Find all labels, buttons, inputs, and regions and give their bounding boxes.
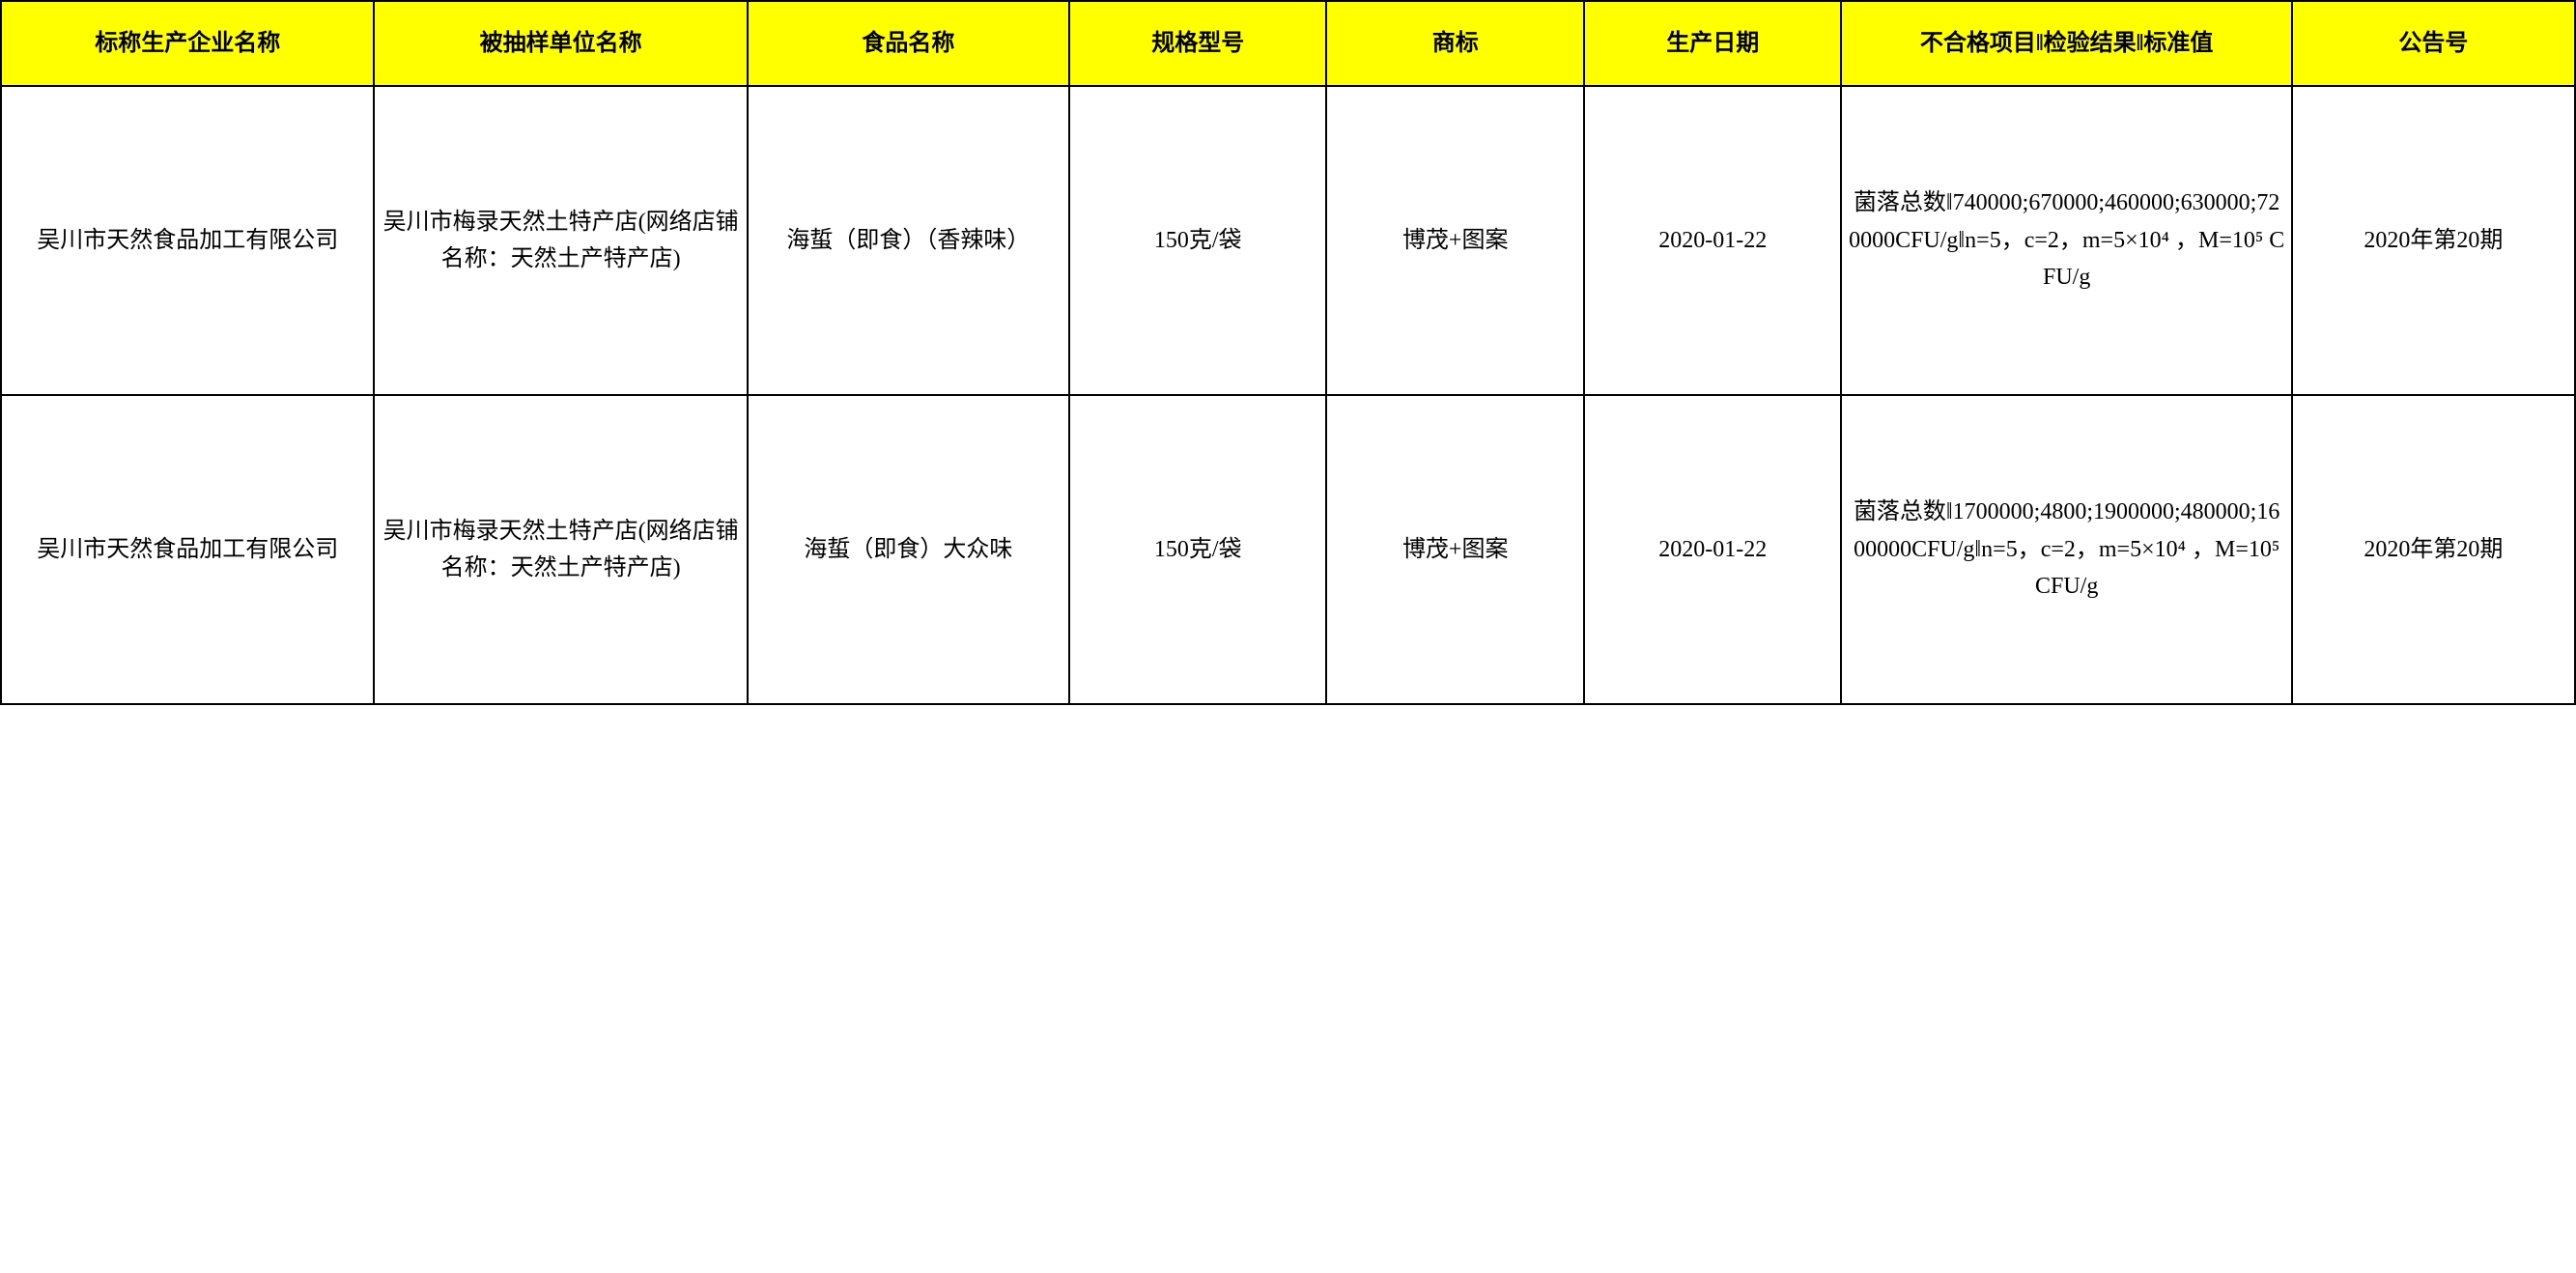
col-header-failed-item: 不合格项目‖检验结果‖标准值 <box>1841 1 2291 86</box>
cell-notice-no: 2020年第20期 <box>2292 395 2575 704</box>
col-header-food-name: 食品名称 <box>748 1 1069 86</box>
cell-trademark: 博茂+图案 <box>1326 86 1584 395</box>
cell-failed-item: 菌落总数‖1700000;4800;1900000;480000;1600000… <box>1841 395 2291 704</box>
table-row: 吴川市天然食品加工有限公司 吴川市梅录天然土特产店(网络店铺名称：天然土产特产店… <box>1 86 2575 395</box>
col-header-manufacturer: 标称生产企业名称 <box>1 1 374 86</box>
table-row: 吴川市天然食品加工有限公司 吴川市梅录天然土特产店(网络店铺名称：天然土产特产店… <box>1 395 2575 704</box>
cell-failed-item: 菌落总数‖740000;670000;460000;630000;720000C… <box>1841 86 2291 395</box>
col-header-production-date: 生产日期 <box>1584 1 1842 86</box>
cell-spec: 150克/袋 <box>1069 395 1327 704</box>
col-header-spec: 规格型号 <box>1069 1 1327 86</box>
cell-manufacturer: 吴川市天然食品加工有限公司 <box>1 395 374 704</box>
cell-spec: 150克/袋 <box>1069 86 1327 395</box>
col-header-notice-no: 公告号 <box>2292 1 2575 86</box>
table-header: 标称生产企业名称 被抽样单位名称 食品名称 规格型号 商标 生产日期 不合格项目… <box>1 1 2575 86</box>
col-header-trademark: 商标 <box>1326 1 1584 86</box>
cell-production-date: 2020-01-22 <box>1584 86 1842 395</box>
table-body: 吴川市天然食品加工有限公司 吴川市梅录天然土特产店(网络店铺名称：天然土产特产店… <box>1 86 2575 704</box>
cell-sampled-unit: 吴川市梅录天然土特产店(网络店铺名称：天然土产特产店) <box>374 395 747 704</box>
food-inspection-table: 标称生产企业名称 被抽样单位名称 食品名称 规格型号 商标 生产日期 不合格项目… <box>0 0 2576 705</box>
cell-sampled-unit: 吴川市梅录天然土特产店(网络店铺名称：天然土产特产店) <box>374 86 747 395</box>
cell-trademark: 博茂+图案 <box>1326 395 1584 704</box>
header-row: 标称生产企业名称 被抽样单位名称 食品名称 规格型号 商标 生产日期 不合格项目… <box>1 1 2575 86</box>
col-header-sampled-unit: 被抽样单位名称 <box>374 1 747 86</box>
cell-food-name: 海蜇（即食）（香辣味） <box>748 86 1069 395</box>
cell-food-name: 海蜇（即食）大众味 <box>748 395 1069 704</box>
cell-production-date: 2020-01-22 <box>1584 395 1842 704</box>
cell-manufacturer: 吴川市天然食品加工有限公司 <box>1 86 374 395</box>
cell-notice-no: 2020年第20期 <box>2292 86 2575 395</box>
